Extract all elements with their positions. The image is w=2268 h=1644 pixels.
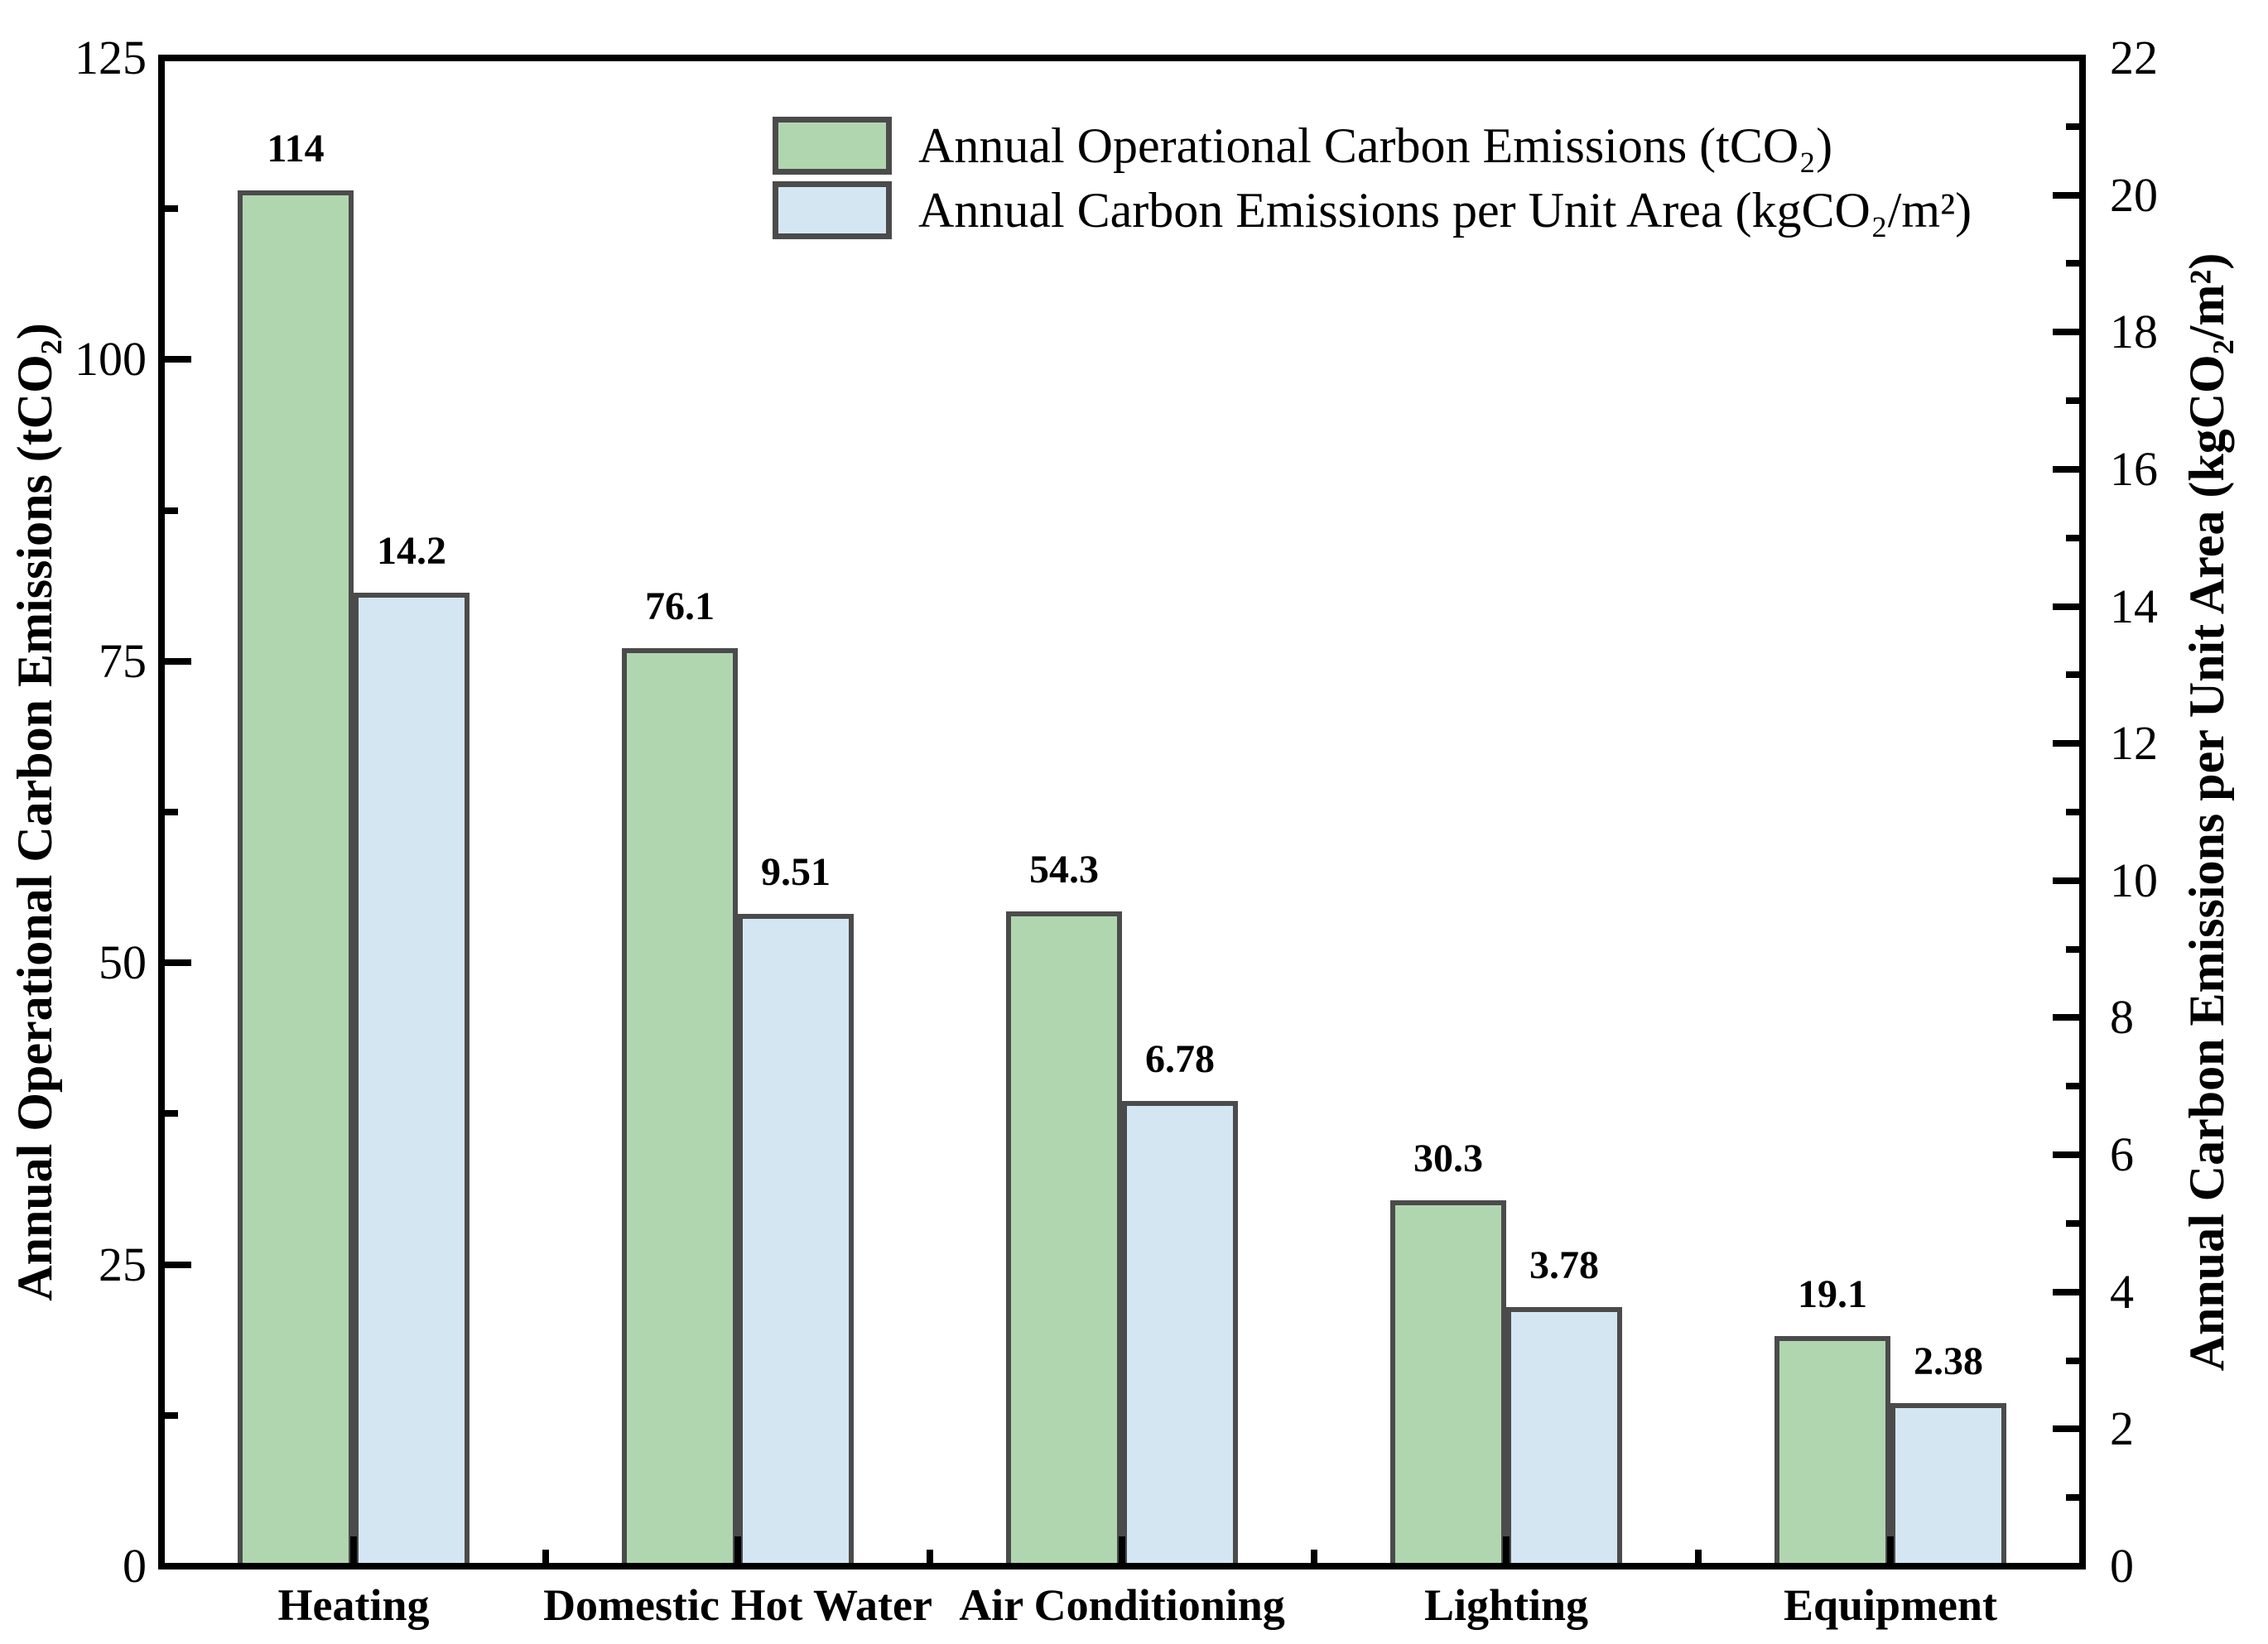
y-left-minor-tick bbox=[161, 1110, 178, 1118]
y-right-tick-label: 22 bbox=[2110, 31, 2158, 84]
right-axis-title: Annual Carbon Emissions per Unit Area (k… bbox=[2179, 252, 2234, 1372]
y-right-minor-tick bbox=[2066, 1219, 2083, 1227]
y-left-major-tick bbox=[161, 959, 191, 967]
legend-swatch-green bbox=[773, 117, 892, 175]
y-left-tick-label: 75 bbox=[99, 633, 147, 688]
y-left-major-tick bbox=[161, 1563, 191, 1569]
y-right-major-tick bbox=[2053, 55, 2083, 61]
y-right-tick-label: 16 bbox=[2110, 441, 2158, 496]
y-right-minor-tick bbox=[2066, 397, 2083, 405]
y-left-major-tick bbox=[161, 1261, 191, 1268]
x-major-tick bbox=[1503, 1536, 1510, 1566]
x-major-tick bbox=[734, 1536, 741, 1566]
x-minor-tick bbox=[927, 1550, 933, 1566]
x-category-label: Domestic Hot Water bbox=[543, 1580, 932, 1630]
x-major-tick bbox=[1887, 1536, 1894, 1566]
bar-right-series bbox=[1506, 1306, 1622, 1566]
bar-value-label: 54.3 bbox=[1029, 847, 1099, 892]
x-major-tick bbox=[350, 1536, 357, 1566]
y-left-tick-label: 50 bbox=[99, 935, 147, 990]
legend-row: Annual Carbon Emissions per Unit Area (k… bbox=[773, 181, 1972, 239]
x-category-label: Heating bbox=[277, 1580, 430, 1630]
y-right-major-tick bbox=[2053, 740, 2083, 747]
y-right-tick-label: 12 bbox=[2110, 716, 2158, 771]
y-right-major-tick bbox=[2053, 329, 2083, 336]
x-minor-tick bbox=[1695, 1550, 1702, 1566]
y-right-tick-label: 4 bbox=[2110, 1264, 2134, 1319]
bar-left-series bbox=[1390, 1200, 1506, 1566]
y-right-minor-tick bbox=[2066, 945, 2083, 953]
left-axis-title: Annual Operational Carbon Emissions (tCO… bbox=[7, 323, 62, 1301]
bar-left-series bbox=[622, 647, 738, 1566]
bar-value-label: 9.51 bbox=[761, 850, 831, 895]
bar-value-label: 114 bbox=[267, 127, 325, 171]
y-left-tick-label: 25 bbox=[99, 1237, 147, 1291]
y-right-tick-label: 20 bbox=[2110, 167, 2158, 222]
y-right-minor-tick bbox=[2066, 260, 2083, 267]
legend-label: Annual Operational Carbon Emissions (tCO… bbox=[918, 118, 1833, 173]
bar-value-label: 6.78 bbox=[1145, 1037, 1215, 1082]
x-category-label: Lighting bbox=[1423, 1580, 1589, 1630]
y-left-minor-tick bbox=[161, 205, 178, 213]
y-right-major-tick bbox=[2053, 1288, 2083, 1295]
x-minor-tick bbox=[542, 1550, 549, 1566]
y-left-minor-tick bbox=[161, 1411, 178, 1419]
y-right-tick-label: 18 bbox=[2110, 305, 2158, 359]
y-left-major-tick bbox=[161, 55, 191, 61]
y-right-tick-label: 10 bbox=[2110, 853, 2158, 907]
y-right-tick-label: 6 bbox=[2110, 1127, 2134, 1182]
bar-right-series bbox=[1890, 1402, 2006, 1566]
y-left-tick-label: 125 bbox=[75, 31, 147, 84]
legend-row: Annual Operational Carbon Emissions (tCO… bbox=[773, 117, 1972, 175]
y-right-minor-tick bbox=[2066, 1357, 2083, 1364]
y-right-minor-tick bbox=[2066, 534, 2083, 541]
y-left-major-tick bbox=[161, 657, 191, 665]
y-right-major-tick bbox=[2053, 603, 2083, 610]
y-left-minor-tick bbox=[161, 809, 178, 815]
bar-right-series bbox=[354, 592, 469, 1566]
bar-value-label: 2.38 bbox=[1914, 1339, 1983, 1383]
y-right-major-tick bbox=[2053, 877, 2083, 884]
x-category-label: Air Conditioning bbox=[959, 1580, 1285, 1630]
y-right-major-tick bbox=[2053, 1014, 2083, 1021]
y-right-minor-tick bbox=[2066, 123, 2083, 130]
bar-value-label: 76.1 bbox=[645, 584, 715, 628]
y-left-tick-label: 0 bbox=[123, 1539, 147, 1593]
y-right-minor-tick bbox=[2066, 809, 2083, 815]
bar-right-series bbox=[1122, 1101, 1238, 1566]
bar-left-series bbox=[1006, 911, 1122, 1566]
bar-left-series bbox=[1774, 1335, 1890, 1566]
y-right-major-tick bbox=[2053, 1563, 2083, 1569]
bar-value-label: 30.3 bbox=[1413, 1137, 1483, 1181]
y-right-tick-label: 8 bbox=[2110, 990, 2134, 1045]
bar-value-label: 19.1 bbox=[1798, 1271, 1867, 1316]
y-right-major-tick bbox=[2053, 1425, 2083, 1433]
x-category-label: Equipment bbox=[1783, 1580, 1998, 1630]
y-right-tick-label: 14 bbox=[2110, 579, 2158, 633]
y-left-major-tick bbox=[161, 356, 191, 363]
y-right-major-tick bbox=[2053, 1151, 2083, 1159]
y-right-minor-tick bbox=[2066, 1494, 2083, 1502]
y-right-minor-tick bbox=[2066, 1083, 2083, 1090]
y-right-tick-label: 2 bbox=[2110, 1401, 2134, 1456]
y-right-major-tick bbox=[2053, 191, 2083, 199]
y-left-tick-label: 100 bbox=[75, 332, 147, 387]
legend: Annual Operational Carbon Emissions (tCO… bbox=[773, 117, 1972, 246]
legend-label: Annual Carbon Emissions per Unit Area (k… bbox=[918, 183, 1972, 238]
bar-left-series bbox=[238, 190, 354, 1566]
x-minor-tick bbox=[1311, 1550, 1317, 1566]
y-right-major-tick bbox=[2053, 465, 2083, 473]
x-major-tick bbox=[1119, 1536, 1125, 1566]
bar-value-label: 14.2 bbox=[377, 528, 446, 573]
bar-value-label: 3.78 bbox=[1529, 1243, 1599, 1287]
y-right-minor-tick bbox=[2066, 671, 2083, 679]
y-right-tick-label: 0 bbox=[2110, 1539, 2134, 1593]
y-left-minor-tick bbox=[161, 507, 178, 514]
bar-right-series bbox=[738, 914, 854, 1566]
legend-swatch-blue bbox=[773, 181, 892, 239]
